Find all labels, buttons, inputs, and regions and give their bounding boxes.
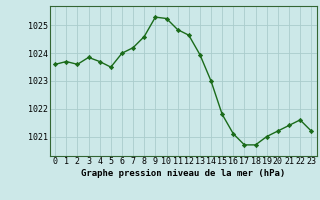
X-axis label: Graphe pression niveau de la mer (hPa): Graphe pression niveau de la mer (hPa)	[81, 169, 285, 178]
